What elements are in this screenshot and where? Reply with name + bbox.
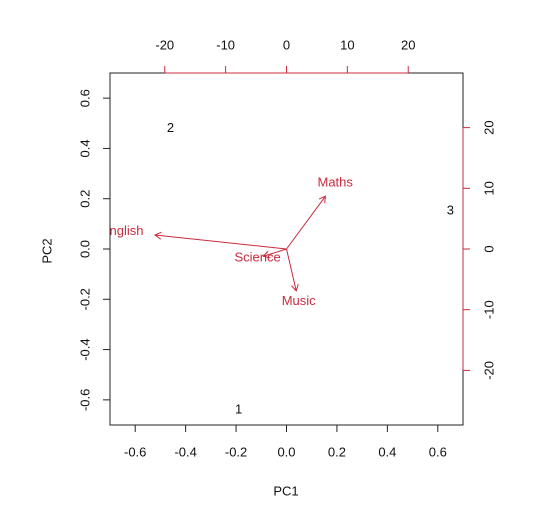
- loading-arrow: [286, 195, 327, 250]
- x2-tick-label: 20: [401, 37, 415, 52]
- y-axis-label: PC2: [39, 238, 54, 263]
- variable-label: English: [101, 223, 144, 238]
- observation-label: 1: [235, 401, 242, 416]
- variable-label: Music: [282, 293, 316, 308]
- observation-label: 3: [447, 203, 454, 218]
- y-tick-label: 0.0: [77, 240, 92, 258]
- y-tick-label: -0.2: [77, 288, 92, 310]
- y-tick-label: 0.6: [77, 89, 92, 107]
- x-tick-label: 0.4: [378, 444, 396, 459]
- y2-tick-label: 10: [481, 181, 496, 195]
- y2-tick-label: -10: [481, 300, 496, 319]
- y2-tick-label: -20: [481, 361, 496, 380]
- x-tick-label: 0.2: [328, 444, 346, 459]
- x-tick-label: 0.6: [429, 444, 447, 459]
- x-tick-label: -0.6: [124, 444, 146, 459]
- y-tick-label: 0.2: [77, 190, 92, 208]
- x2-tick-label: 0: [283, 37, 290, 52]
- plot-area: 1 2 3 English Maths Science Music: [101, 120, 454, 417]
- x-tick-label: -0.2: [225, 444, 247, 459]
- y2-tick-label: 20: [481, 120, 496, 134]
- x-tick-label: -0.4: [174, 444, 196, 459]
- variable-label: Maths: [317, 174, 353, 189]
- x-axis-label: PC1: [273, 483, 298, 498]
- loading-arrow: [262, 248, 287, 259]
- loading-arrow: [286, 248, 299, 292]
- loading-arrow: [154, 231, 287, 250]
- variable-label: Science: [234, 250, 280, 265]
- x2-tick-label: -10: [216, 37, 235, 52]
- x2-tick-label: -20: [155, 37, 174, 52]
- x-tick-label: 0.0: [277, 444, 295, 459]
- observation-label: 2: [167, 120, 174, 135]
- x2-tick-label: 10: [340, 37, 354, 52]
- y-tick-label: -0.4: [77, 338, 92, 360]
- y-tick-label: 0.4: [77, 139, 92, 157]
- y2-tick-label: 0: [481, 245, 496, 252]
- y-tick-label: -0.6: [77, 389, 92, 411]
